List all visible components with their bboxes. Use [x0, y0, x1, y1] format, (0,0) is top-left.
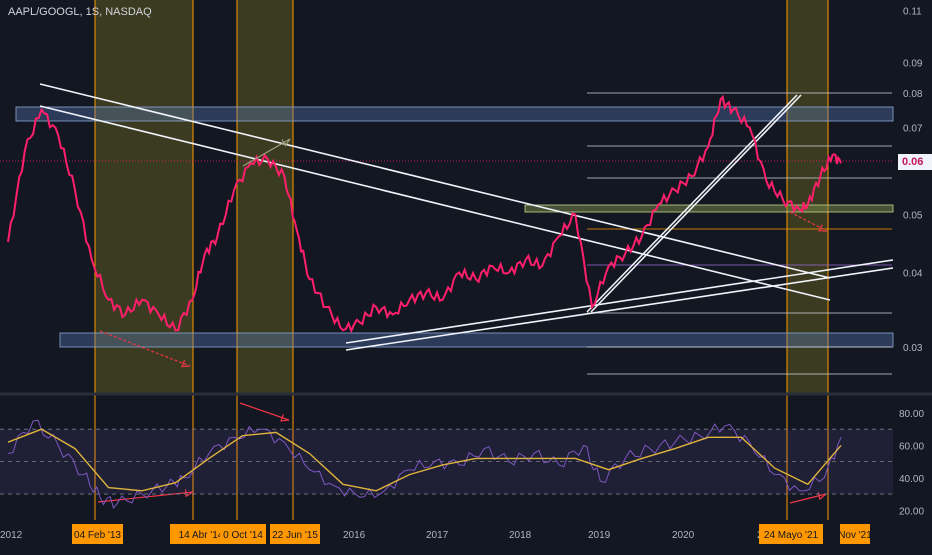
band-date-tag [220, 524, 266, 544]
highlight-band-1 [237, 0, 293, 393]
band-date-label: 22 Jun '15 [272, 530, 318, 541]
price-series [7, 94, 842, 334]
price-arrow-2021-head [818, 224, 828, 232]
band-date-label: 04 Feb '13 [74, 530, 121, 541]
fib-levels [0, 92, 893, 375]
rsi-ma-line [7, 428, 842, 492]
symbol-title: AAPL/GOOGL, 1S, NASDAQ [8, 6, 152, 18]
rsi-arrow-2015 [239, 402, 290, 421]
annotation-arrows [97, 138, 828, 504]
price-line [7, 94, 842, 334]
band-date-tag [72, 524, 123, 544]
price-tick-label: 0.11 [903, 7, 922, 18]
price-tick-label: 0.04 [903, 269, 923, 280]
band-date-label: 0 Oct '14 [223, 530, 263, 541]
trend-line-2 [345, 259, 894, 344]
price-tick-label: 0.08 [903, 89, 923, 100]
price-tick-label: 0.05 [903, 211, 923, 222]
rsi-pane [0, 392, 932, 510]
price-tick-label: 0.09 [903, 58, 923, 69]
trend-line-4 [586, 94, 798, 313]
band-date-label: 14 Abr '14 [179, 530, 224, 541]
highlight-bands [94, 0, 829, 520]
price-arrow-2013 [99, 330, 191, 367]
trend-line-0 [39, 83, 831, 279]
band-date-label: 24 Mayo '21 [764, 530, 819, 541]
resistance-zone [15, 106, 894, 122]
rsi-arrow-2021-head [817, 492, 827, 501]
trend-line-5 [590, 94, 802, 313]
price-arrow-2015 [242, 138, 291, 167]
price-tick-label: 0.03 [903, 343, 923, 354]
support-resistance-zones [15, 106, 894, 348]
price-arrow-2013-head [181, 359, 191, 368]
band-date-tag [170, 524, 232, 544]
price-arrow-2021 [789, 211, 828, 232]
last-price-tag: 0.06 [898, 154, 932, 170]
rsi-tick-label: 80.00 [899, 409, 924, 420]
support-zone [59, 332, 894, 348]
rsi-arrow-2013-head [184, 489, 194, 498]
price-tick-label: 0.07 [903, 124, 923, 135]
rsi-tick-label: 60.00 [899, 441, 924, 452]
time-tick-label: 2020 [672, 530, 695, 541]
highlight-band-2 [787, 0, 828, 393]
trend-line-3 [345, 267, 894, 351]
rsi-band [0, 429, 893, 495]
trend-lines [39, 83, 894, 351]
band-date-tag [270, 524, 320, 544]
mid-zone [524, 204, 894, 213]
highlight-band-0 [95, 0, 193, 393]
price-axis: 0.11 0.09 0.08 0.07 0.05 0.04 0.03 80.00 60.00 40… [899, 7, 924, 518]
time-tick-label: 2017 [426, 530, 449, 541]
band-date-tag [840, 524, 870, 544]
trend-line-1 [39, 105, 831, 301]
band-date-label: Nov '21 [838, 530, 872, 541]
time-tick-label: 2019 [588, 530, 611, 541]
time-tick-label: 2016 [343, 530, 366, 541]
time-tick-label: 2012 [0, 530, 23, 541]
time-tick-label: 2018 [509, 530, 532, 541]
band-date-tag [759, 524, 823, 544]
rsi-arrow-2015-head [280, 414, 290, 422]
price-arrow-2015-head [281, 138, 291, 147]
rsi-tick-label: 40.00 [899, 474, 924, 485]
time-axis: 201220162017201820192020202204 Feb '1314… [0, 524, 872, 544]
rsi-arrow-2021 [789, 493, 827, 504]
rsi-tick-label: 20.00 [899, 506, 924, 517]
